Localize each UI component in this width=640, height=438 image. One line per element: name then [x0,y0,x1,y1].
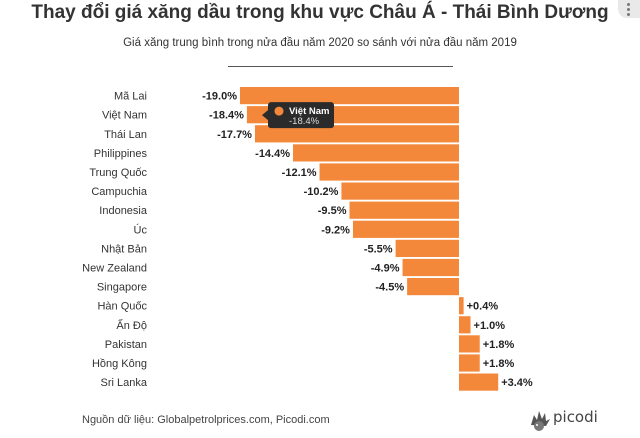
category-label: Trung Quốc [89,167,147,179]
data-label: -17.7% [217,129,252,141]
tooltip-marker [274,106,284,116]
data-label: -4.9% [371,263,400,275]
category-label: Ấn Độ [116,319,147,332]
category-label: New Zealand [82,263,147,275]
hedgehog-icon [531,411,550,431]
category-label: Singapore [97,282,147,294]
bar[interactable] [407,278,459,296]
category-label: Nhật Bản [101,243,147,255]
tooltip-label: Việt Nam [289,106,329,117]
tooltip-box [268,102,334,129]
category-label: Mã Lai [114,91,147,103]
tooltip-value: -18.4% [289,116,320,127]
category-label: Úc [134,223,148,236]
dot-icon [627,3,630,6]
category-label: Sri Lanka [101,377,148,389]
bar[interactable] [352,220,459,238]
category-label: Pakistan [105,339,147,351]
data-label: +0.4% [467,301,499,313]
bar[interactable] [240,87,459,105]
dot-icon [627,13,630,16]
logo-text: picodi [553,408,598,426]
data-label: +1.0% [474,320,506,332]
data-label: -14.4% [255,148,290,160]
bar[interactable] [319,163,459,181]
data-label: -19.0% [202,91,237,103]
bar[interactable] [341,182,459,200]
category-label: Campuchia [91,186,148,198]
more-options-button[interactable] [618,0,640,18]
category-label: Hồng Kông [92,358,147,370]
data-label: -5.5% [364,243,393,255]
data-label: +1.8% [483,339,515,351]
category-label: Việt Nam [102,110,147,122]
data-source: Nguồn dữ liệu: Globalpetrolprices.com, P… [82,414,330,426]
bar[interactable] [402,258,459,277]
bar[interactable] [293,144,459,162]
data-label: -12.1% [282,167,317,179]
tooltip-pointer [262,110,268,121]
data-label: +1.8% [483,358,515,370]
category-label: Indonesia [99,205,148,217]
bar[interactable] [459,335,480,353]
chart-subtitle: Giá xăng trung bình trong nửa đầu năm 20… [123,37,517,49]
data-label: -9.5% [318,205,347,217]
bar[interactable] [349,201,460,219]
data-label: +3.4% [501,377,533,389]
bar[interactable] [254,125,459,143]
category-label: Philippines [94,148,148,160]
bar[interactable] [395,239,459,257]
bar[interactable] [459,316,471,334]
category-label: Thái Lan [104,129,147,141]
category-label: Hàn Quốc [97,301,147,313]
title-divider [228,66,453,67]
data-label: -4.5% [375,282,404,294]
picodi-logo: picodi [527,405,611,433]
bar-chart: Mã Lai -19.0%Việt Nam -18.4%Thái Lan -17.7%… [82,87,533,391]
data-label: -18.4% [209,110,244,122]
chart-title: Thay đổi giá xăng dầu trong khu vực Châu… [31,2,609,23]
bar[interactable] [459,354,480,372]
data-label: -10.2% [304,186,339,198]
dot-icon [627,8,630,11]
data-label: -9.2% [321,224,350,236]
bar[interactable] [459,297,464,315]
tooltip: Việt Nam-18.4% [262,102,334,129]
bar[interactable] [459,373,499,391]
